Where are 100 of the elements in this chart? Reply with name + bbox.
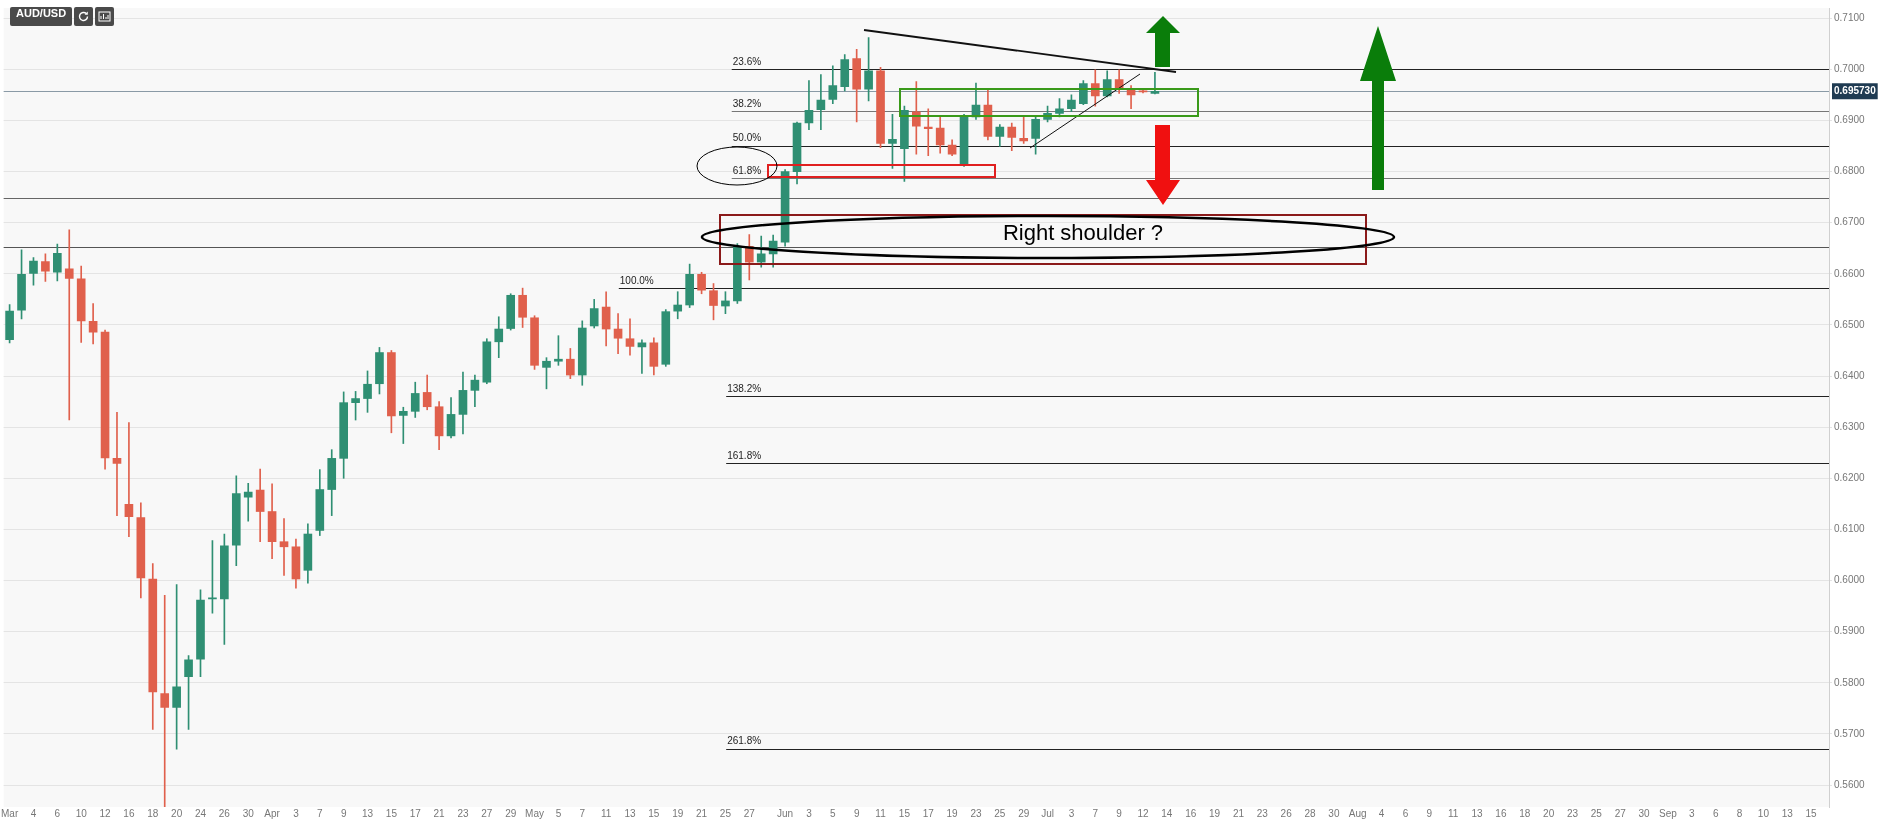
x-tick-label: 6 bbox=[1712, 807, 1719, 819]
x-tick-label: 5 bbox=[830, 807, 837, 819]
x-tick-label: 25 bbox=[1590, 807, 1603, 819]
x-tick-label: 9 bbox=[1426, 807, 1433, 819]
candlestick bbox=[1019, 115, 1029, 144]
candlestick bbox=[673, 291, 683, 320]
y-tick-label: 0.6300 bbox=[1834, 420, 1866, 432]
y-tick-label: 0.7000 bbox=[1834, 63, 1866, 75]
x-tick-label: 11 bbox=[600, 807, 612, 819]
x-tick-label: 15 bbox=[385, 807, 398, 819]
annotation: 50.0% bbox=[732, 132, 762, 144]
x-tick-label: 14 bbox=[1161, 807, 1173, 819]
annotation: 138.2% bbox=[727, 382, 762, 394]
x-tick-label: 15 bbox=[1805, 807, 1818, 819]
x-tick-label: 4 bbox=[1378, 807, 1385, 819]
x-tick-label: 15 bbox=[898, 807, 911, 819]
x-tick-label: 21 bbox=[1232, 807, 1245, 819]
candlestick bbox=[160, 595, 170, 807]
x-tick-label: 30 bbox=[242, 807, 255, 819]
annotation: Right shoulder ? bbox=[1002, 220, 1164, 246]
x-tick-label: 5 bbox=[555, 807, 562, 819]
y-tick-label: 0.5700 bbox=[1834, 727, 1866, 739]
y-tick-label: 0.6600 bbox=[1834, 267, 1866, 279]
x-tick-label: 29 bbox=[505, 807, 517, 819]
x-tick-label: 24 bbox=[194, 807, 207, 819]
y-tick-label: 0.6900 bbox=[1834, 114, 1866, 126]
x-tick-label: 18 bbox=[1519, 807, 1531, 819]
x-tick-label: 19 bbox=[946, 807, 959, 819]
chart-title: AUD/USD bbox=[10, 7, 73, 26]
x-tick-label: 13 bbox=[624, 807, 636, 819]
y-tick-label: 0.7100 bbox=[1834, 11, 1866, 23]
annotation: 100.0% bbox=[619, 274, 654, 286]
x-tick-label: Apr bbox=[264, 807, 281, 819]
y-tick-label: 0.6000 bbox=[1834, 574, 1866, 586]
y-tick-label: 0.5900 bbox=[1834, 625, 1866, 637]
x-tick-label: 17 bbox=[922, 807, 935, 819]
x-tick-label: 26 bbox=[1280, 807, 1293, 819]
x-tick-label: 23 bbox=[1566, 807, 1579, 819]
candlestick bbox=[112, 412, 122, 516]
x-tick-label: 7 bbox=[317, 807, 324, 819]
x-tick-label: 13 bbox=[1781, 807, 1794, 819]
x-tick-label: 20 bbox=[1543, 807, 1555, 819]
x-tick-label: Aug bbox=[1348, 807, 1367, 819]
x-tick-label: 4 bbox=[30, 807, 37, 819]
x-tick-label: 23 bbox=[970, 807, 982, 819]
x-tick-label: 18 bbox=[147, 807, 159, 819]
annotation: 23.6% bbox=[732, 56, 762, 68]
x-tick-label: 10 bbox=[75, 807, 88, 819]
candlestick bbox=[124, 422, 134, 537]
candlestick bbox=[279, 518, 289, 576]
y-tick-label: 0.6100 bbox=[1834, 523, 1866, 535]
candlestick bbox=[398, 406, 408, 444]
x-tick-label: 19 bbox=[1209, 807, 1221, 819]
x-tick-label: 25 bbox=[719, 807, 732, 819]
x-tick-label: 26 bbox=[218, 807, 231, 819]
x-tick-label: 11 bbox=[875, 807, 887, 819]
x-tick-label: 6 bbox=[1402, 807, 1409, 819]
x-tick-label: 20 bbox=[171, 807, 183, 819]
x-tick-label: 3 bbox=[293, 807, 300, 819]
annotation: 161.8% bbox=[727, 450, 762, 462]
y-tick-label: 0.6700 bbox=[1834, 216, 1866, 228]
x-tick-label: 8 bbox=[1736, 807, 1743, 819]
x-tick-label: 16 bbox=[1185, 807, 1197, 819]
x-tick-label: 12 bbox=[1137, 807, 1149, 819]
x-tick-label: 3 bbox=[806, 807, 813, 819]
candlestick bbox=[64, 229, 74, 421]
x-tick-label: 21 bbox=[696, 807, 708, 819]
annotation: 261.8% bbox=[727, 735, 762, 747]
candlestick bbox=[613, 313, 623, 354]
x-tick-label: 3 bbox=[1068, 807, 1075, 819]
x-tick-label: Jun bbox=[777, 807, 794, 819]
x-tick-label: 15 bbox=[648, 807, 660, 819]
x-tick-label: 27 bbox=[481, 807, 493, 819]
x-tick-label: 9 bbox=[340, 807, 347, 819]
x-tick-label: 17 bbox=[409, 807, 422, 819]
x-tick-label: 29 bbox=[1018, 807, 1030, 819]
x-tick-label: 21 bbox=[433, 807, 446, 819]
x-tick-label: 27 bbox=[1614, 807, 1627, 819]
x-tick-label: 16 bbox=[123, 807, 135, 819]
x-tick-label: 9 bbox=[853, 807, 860, 819]
x-tick-label: May bbox=[525, 807, 544, 819]
x-tick-label: 9 bbox=[1116, 807, 1123, 819]
candlestick bbox=[923, 108, 933, 157]
y-tick-label: 0.6800 bbox=[1834, 165, 1866, 177]
x-tick-label: 30 bbox=[1638, 807, 1651, 819]
x-tick-label: 7 bbox=[579, 807, 586, 819]
x-tick-label: 6 bbox=[54, 807, 61, 819]
x-tick-label: Jul bbox=[1041, 807, 1054, 819]
x-tick-label: 25 bbox=[994, 807, 1006, 819]
annotation: 38.2% bbox=[732, 98, 762, 110]
x-tick-label: 7 bbox=[1092, 807, 1099, 819]
y-tick-label: 0.6200 bbox=[1834, 472, 1866, 484]
x-tick-label: 12 bbox=[99, 807, 112, 819]
x-tick-label: 23 bbox=[1256, 807, 1269, 819]
x-tick-label: 27 bbox=[743, 807, 756, 819]
y-tick-label: 0.6500 bbox=[1834, 318, 1866, 330]
x-tick-label: Sep bbox=[1659, 807, 1678, 819]
x-tick-label: 3 bbox=[1689, 807, 1696, 819]
candlestick bbox=[243, 483, 253, 522]
y-tick-label: 0.695730 bbox=[1834, 84, 1877, 96]
